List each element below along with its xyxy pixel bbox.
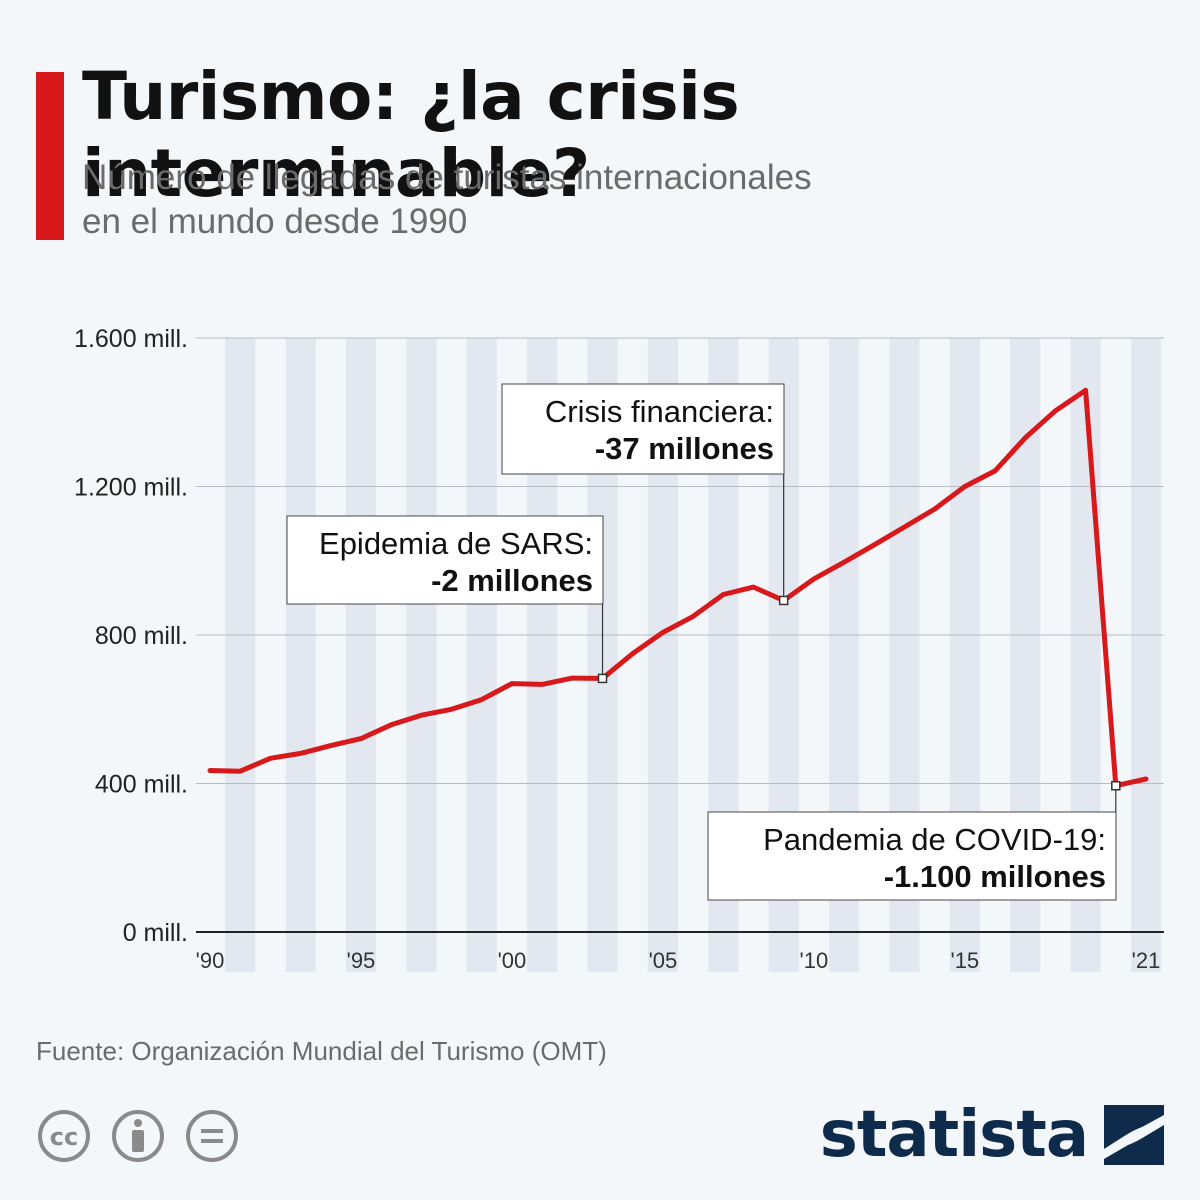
year-band: [345, 338, 377, 972]
year-band: [466, 338, 497, 972]
x-tick-label: '05: [649, 948, 678, 973]
annotation-point: [778, 595, 789, 606]
x-tick-label: '21: [1132, 948, 1161, 973]
annotation-value: -37 millones: [595, 431, 774, 466]
x-tick-label: '95: [347, 948, 376, 973]
x-axis-ticks: '90 '95 '00 '05 '10 '15 '21: [196, 948, 1161, 973]
y-tick-label: 400 mill.: [95, 771, 188, 799]
annotation-boxes: Epidemia de SARS:-2 millones Crisis finan…: [286, 383, 1117, 901]
annotation-box: [286, 515, 604, 605]
y-tick-label: 1.200 mill.: [74, 474, 188, 502]
series-group: [207, 387, 1149, 789]
annotation-value: -1.100 millones: [884, 859, 1106, 894]
annotation-title: Crisis financiera:: [545, 394, 774, 429]
subtitle-line-1: Número de llegadas de turistas internaci…: [82, 158, 812, 197]
annotation-point: [1111, 780, 1121, 791]
x-tick-label: '00: [498, 948, 527, 973]
page-subtitle: Número de llegadas de turistas internaci…: [82, 156, 982, 244]
source-note: Fuente: Organización Mundial del Turismo…: [36, 1036, 607, 1066]
annotation-value: -2 millones: [431, 563, 593, 598]
subtitle-line-2: en el mundo desde 1990: [82, 202, 468, 241]
year-band: [225, 338, 256, 972]
year-band: [285, 338, 316, 972]
no-derivatives-icon: [186, 1110, 238, 1162]
y-tick-label: 800 mill.: [95, 622, 188, 650]
y-tick-label: 1.600 mill.: [74, 325, 188, 353]
annotation-points: [597, 595, 1121, 791]
license-icons: cc: [36, 1108, 246, 1169]
annotation-box: [707, 811, 1117, 901]
year-band: [406, 338, 437, 972]
annotation-box: [501, 383, 785, 475]
page-title: Turismo: ¿la crisis interminable?: [82, 58, 740, 212]
x-tick-label: '15: [951, 948, 980, 973]
year-band: [1130, 338, 1162, 972]
series-line: [207, 387, 1149, 789]
tourism-line-chart: 0 mill. 400 mill. 800 mill. 1.200 mill. 1.60…: [74, 325, 1164, 973]
title-accent-bar: [36, 72, 64, 240]
cc-icon: cc: [38, 1110, 90, 1162]
annotation-title: Epidemia de SARS:: [319, 526, 593, 561]
statista-logo-icon: [1104, 1105, 1164, 1165]
annotation-point: [597, 673, 608, 684]
svg-text:cc: cc: [50, 1123, 78, 1151]
x-tick-label: '10: [800, 948, 829, 973]
annotation-title: Pandemia de COVID-19:: [763, 822, 1106, 857]
y-axis-ticks: 0 mill. 400 mill. 800 mill. 1.200 mill. 1.60…: [74, 325, 188, 947]
x-tick-label: '90: [196, 948, 225, 973]
grid-lines: [196, 337, 1164, 933]
brand-name: statista: [819, 1098, 1089, 1172]
y-tick-label: 0 mill.: [123, 919, 188, 947]
attribution-icon: [112, 1110, 164, 1162]
brand-logo: statista: [820, 1100, 1164, 1170]
